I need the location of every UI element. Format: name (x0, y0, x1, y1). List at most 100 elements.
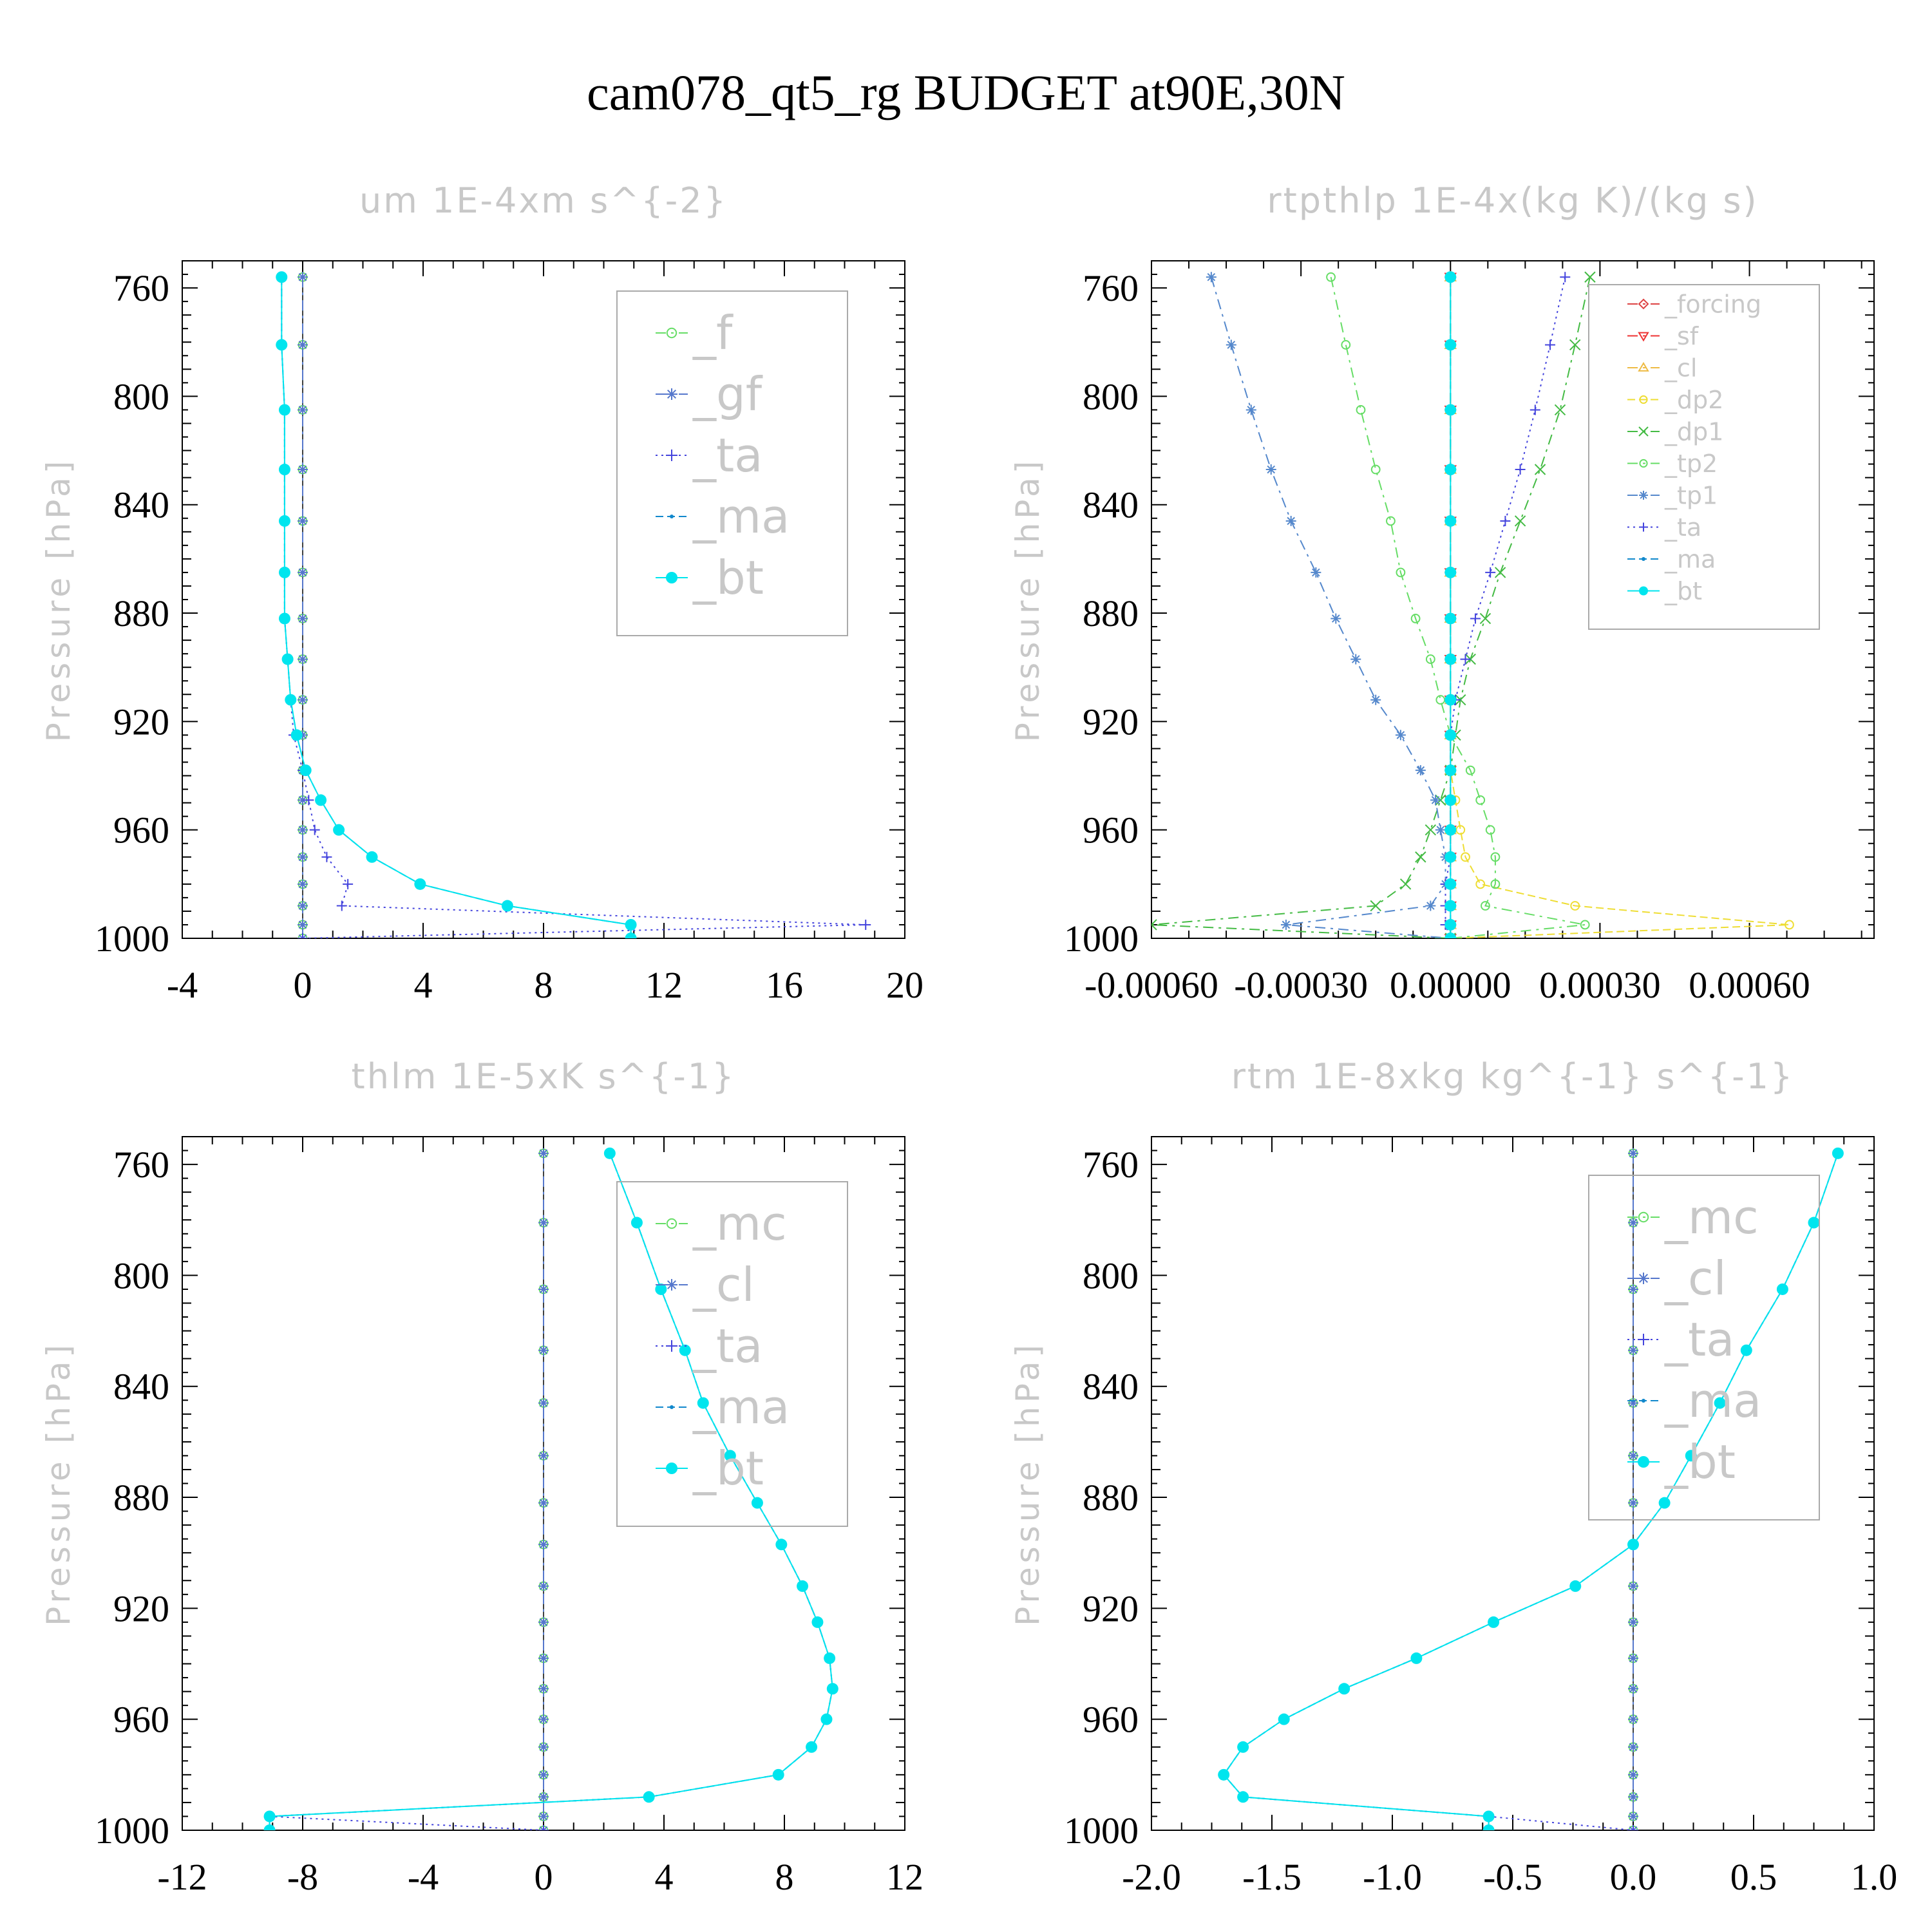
marker-open-circle (1356, 405, 1366, 415)
marker-filled-circle (315, 794, 327, 806)
marker-filled-circle (666, 572, 677, 583)
marker-star (1245, 404, 1256, 415)
marker-plus (343, 878, 354, 889)
marker-x (1638, 426, 1649, 437)
marker-open-circle (1580, 920, 1590, 930)
marker-filled-circle (1218, 1768, 1230, 1781)
marker-star (1628, 1653, 1638, 1663)
marker-star (298, 404, 308, 415)
marker-filled-circle (1482, 1810, 1495, 1823)
marker-filled-circle (1444, 339, 1457, 351)
y-tick-label: 760 (113, 1144, 169, 1186)
series-markers (1218, 1147, 1844, 1830)
marker-filled-circle (1638, 1456, 1649, 1468)
series-markers (298, 272, 308, 938)
marker-x (1415, 851, 1426, 863)
y-axis-label: Pressure [hPa] (1009, 457, 1046, 743)
marker-filled-circle (276, 339, 288, 351)
legend-entry-label: _ta (1664, 1312, 1734, 1367)
marker-filled-circle (263, 1824, 276, 1830)
marker-filled-circle (1444, 694, 1457, 706)
series-layer (1151, 270, 1794, 938)
marker-star (1628, 1714, 1638, 1725)
marker-open-circle (1570, 901, 1580, 911)
panel-title: rtm 1E-8xkg kg^{-1} s^{-1} (1231, 1056, 1795, 1097)
marker-x (1514, 515, 1526, 527)
marker-x (1370, 900, 1381, 912)
x-tick-label: -12 (157, 1856, 207, 1898)
marker-star (298, 851, 308, 862)
marker-plus (1638, 1334, 1649, 1345)
marker-plus (666, 1340, 677, 1352)
marker-filled-circle (1627, 1539, 1639, 1551)
y-axis-label: Pressure [hPa] (40, 457, 77, 743)
marker-x (1534, 464, 1546, 475)
y-tick-label: 920 (113, 1587, 169, 1629)
marker-filled-circle (1444, 794, 1457, 806)
marker-plus (1460, 654, 1471, 665)
series-markers (1444, 271, 1457, 938)
marker-filled-circle (263, 1810, 276, 1823)
marker-star (666, 1279, 677, 1291)
marker-star (538, 1497, 549, 1508)
marker-open-circle (1410, 614, 1421, 623)
x-tick-label: 0.00030 (1539, 964, 1661, 1006)
series-markers (276, 271, 637, 938)
marker-open-circle (1639, 459, 1648, 468)
marker-filled-circle (1278, 1713, 1290, 1725)
marker-filled-circle (625, 918, 637, 931)
series-layer (1218, 1147, 1844, 1830)
marker-plus (666, 450, 677, 461)
marker-filled-circle (281, 653, 294, 665)
marker-dot (670, 515, 674, 518)
marker-filled-circle (278, 404, 290, 416)
marker-open-circle (1326, 272, 1336, 282)
marker-filled-circle (1444, 900, 1457, 912)
marker-x (1569, 339, 1581, 351)
marker-open-circle (1485, 825, 1495, 835)
x-tick-label: -8 (287, 1856, 318, 1898)
marker-filled-circle (276, 271, 288, 283)
legend-entry-label: _ta (692, 1319, 762, 1373)
series-markers (276, 272, 871, 938)
y-tick-label: 800 (1083, 375, 1139, 417)
marker-filled-circle (278, 515, 290, 527)
series-markers (1445, 272, 1794, 938)
x-tick-label: 8 (775, 1856, 794, 1898)
marker-filled-circle (603, 1147, 616, 1159)
marker-filled-circle (643, 1791, 655, 1803)
marker-plus (336, 900, 347, 911)
marker-filled-circle (1832, 1147, 1844, 1159)
legend-entry-label: _bt (1664, 1435, 1736, 1489)
marker-filled-circle (1444, 764, 1457, 777)
marker-filled-circle (1714, 1397, 1726, 1409)
series-markers (1440, 272, 1571, 938)
series-line (1151, 276, 1591, 938)
legend-entry-label: _ta (692, 428, 762, 482)
marker-filled-circle (501, 900, 513, 912)
y-tick-label: 760 (113, 267, 169, 309)
marker-dot (670, 1405, 674, 1409)
legend: _forcing _sf _cl _dp2 _dp1 _tp2 _tp1 _ta _ma _bt (1588, 284, 1820, 630)
marker-filled-circle (1569, 1580, 1582, 1592)
marker-open-circle (1435, 695, 1446, 705)
marker-x (1151, 919, 1157, 931)
x-tick-label: -0.00030 (1234, 964, 1368, 1006)
x-tick-label: -1.0 (1363, 1856, 1422, 1898)
x-tick-label: 4 (414, 964, 433, 1006)
marker-star (1628, 1811, 1638, 1822)
marker-x (1494, 567, 1506, 578)
marker-filled-circle (751, 1497, 763, 1509)
marker-filled-circle (1444, 515, 1457, 527)
marker-open-circle (1461, 852, 1470, 862)
marker-filled-circle (1685, 1450, 1697, 1462)
series-markers (1218, 1148, 1843, 1830)
x-tick-label: 1.0 (1851, 1856, 1898, 1898)
marker-plus (538, 1825, 549, 1830)
marker-filled-circle (1338, 1683, 1350, 1695)
x-tick-label: 12 (645, 964, 683, 1006)
marker-star (298, 613, 308, 624)
legend-entry-label: _dp2 (1664, 386, 1723, 414)
y-tick-label: 880 (113, 1477, 169, 1519)
marker-open-circle (1639, 395, 1648, 404)
